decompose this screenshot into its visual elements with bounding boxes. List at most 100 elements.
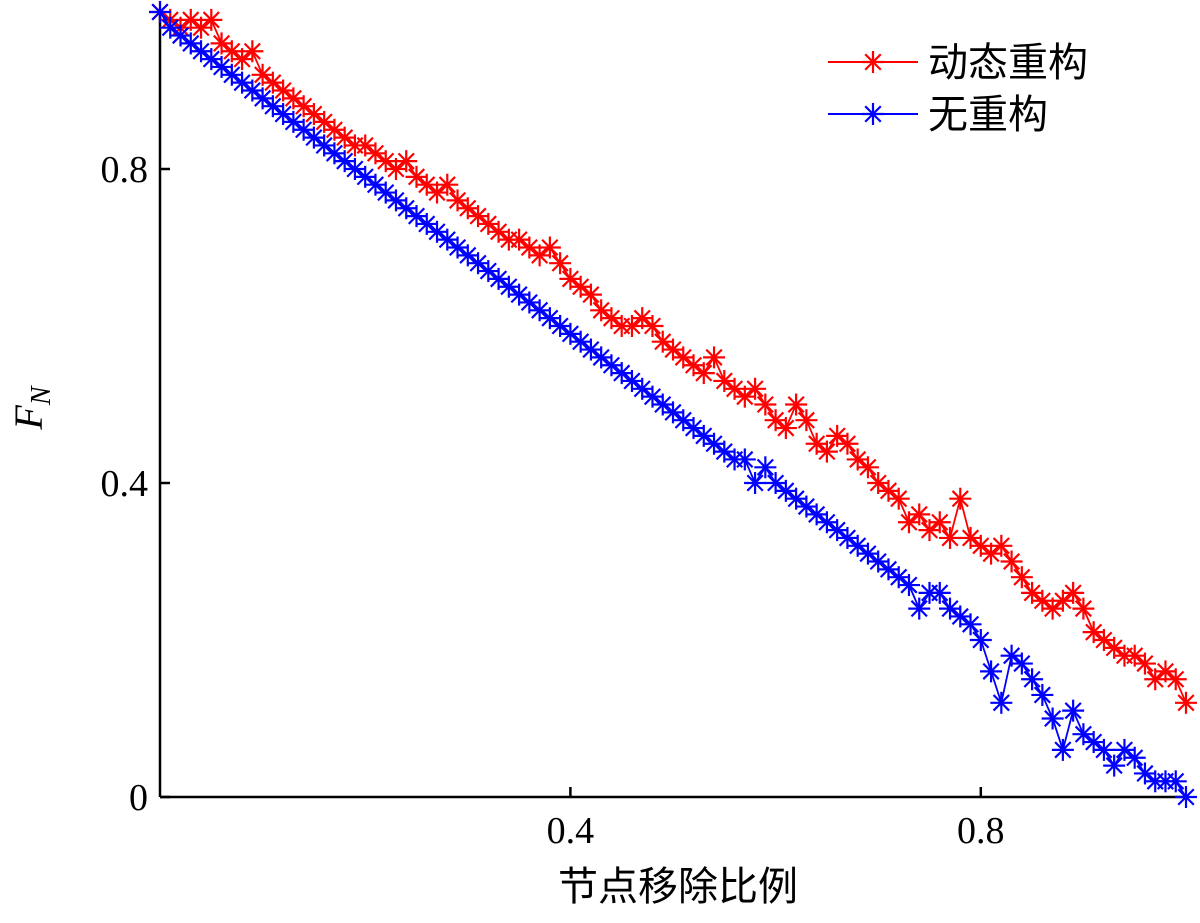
data-point [744,377,767,400]
y-axis-title-main: F [6,405,51,431]
data-point [282,87,305,110]
data-point [210,55,233,78]
data-point [1000,550,1023,573]
data-point [918,519,941,542]
y-axis-title: FN [6,385,57,430]
data-point [1072,597,1095,620]
data-point [1051,589,1074,612]
data-point [1092,738,1115,761]
y-tick-label: 0.4 [101,463,149,505]
data-point [980,660,1003,683]
data-point [190,40,213,63]
data-point [969,534,992,557]
data-point [302,103,325,126]
data-point [1113,738,1136,761]
data-point [928,581,951,604]
data-point [949,487,972,510]
data-point [703,346,726,369]
data-point [774,417,797,440]
data-point [959,613,982,636]
data-point [754,456,777,479]
data-point [733,448,756,471]
data-point [1123,746,1146,769]
data-point [569,275,592,298]
legend-item: 无重构 [828,92,1048,137]
data-point [692,424,715,447]
data-point [220,63,243,86]
data-point [477,260,500,283]
axes: 0.4 0.8 0 0.4 0.8 [101,12,1186,852]
data-point [1051,738,1074,761]
series-dynamic-reconfig [149,1,1197,714]
data-point [395,150,418,173]
data-point [538,236,561,259]
x-tick-label: 0.4 [547,810,595,852]
data-point [518,236,541,259]
legend-label: 无重构 [928,92,1048,137]
data-point [1144,668,1167,691]
data-point [785,393,808,416]
data-point [169,24,192,47]
data-point [549,252,572,275]
data-point [928,511,951,534]
data-point [302,126,325,149]
data-point [1175,786,1197,808]
data-point [610,362,633,385]
data-point [282,110,305,133]
y-axis-title-subscript: N [26,385,57,406]
data-point [805,503,828,526]
data-point [856,542,879,565]
data-point [323,118,346,141]
data-point [969,629,992,651]
data-point [149,1,171,23]
series-layer [149,1,1197,808]
x-tick-label: 0.8 [957,810,1005,852]
data-point [436,173,459,196]
data-point [1041,707,1064,730]
data-point [590,299,613,322]
legend-label: 动态重构 [928,40,1088,85]
data-point [1164,668,1187,691]
data-point [579,283,602,306]
data-point [692,362,715,385]
data-point [897,574,920,597]
data-point [908,503,931,526]
data-point [1103,754,1126,777]
data-point [241,40,264,63]
data-point [1031,683,1054,706]
data-point [815,440,838,463]
data-point [641,315,664,337]
series-no-reconfig [149,1,1197,808]
data-point [1062,699,1085,722]
y-tick-label: 0 [129,777,148,819]
x-axis-title: 节点移除比例 [558,864,798,909]
data-point [415,173,438,196]
data-point [836,432,859,455]
data-point [795,495,818,518]
data-point [487,220,510,243]
data-point [1010,652,1033,675]
legend-marker [862,103,884,125]
data-point [1010,566,1033,589]
y-tick-label: 0.8 [101,149,149,191]
data-point [395,197,418,220]
data-point [1164,770,1187,793]
legend-item: 动态重构 [828,40,1088,85]
data-point [1021,668,1044,691]
data-point [1062,581,1085,604]
data-point [1175,691,1197,714]
data-point [569,330,592,353]
data-point [754,393,777,416]
data-point [456,244,479,267]
data-point [200,8,223,31]
data-point [744,472,767,494]
data-point [990,534,1013,557]
data-point [897,511,920,534]
data-point [795,409,818,432]
data-point [990,691,1013,714]
data-point [1082,731,1105,754]
data-point [856,456,879,479]
